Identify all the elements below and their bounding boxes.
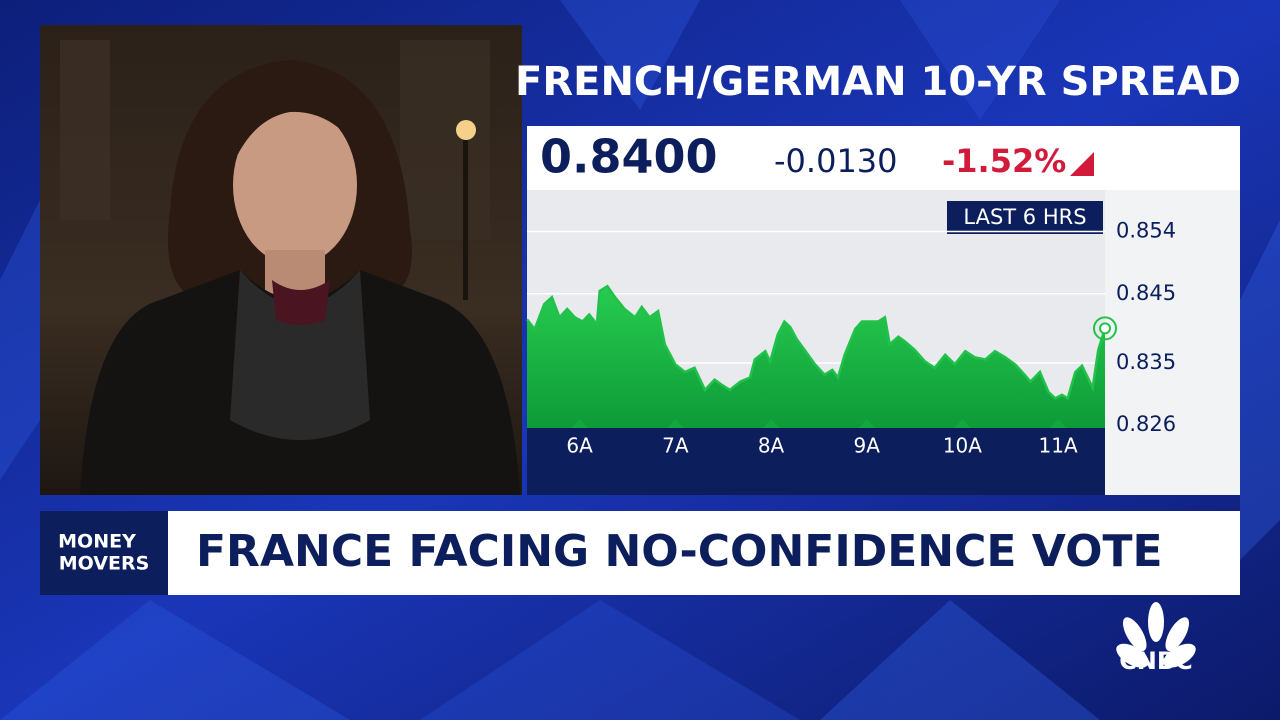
y-tick-label: 0.835 — [1116, 350, 1176, 374]
line — [526, 284, 1107, 401]
change: -0.0130 — [774, 142, 898, 180]
range-badge — [947, 201, 1103, 234]
logo-text: CNBC — [1119, 647, 1193, 675]
x-tick-mark — [763, 419, 780, 428]
change-pct: -1.52% — [942, 142, 1066, 180]
x-tick-label: 7A — [662, 434, 689, 458]
x-tick-mark — [667, 419, 684, 428]
segment-box — [40, 511, 168, 595]
headline-bar — [168, 511, 1240, 595]
chart: 0.854 0.845 0.835 0.826 6A 7A 8A 9A 10A 11A — [526, 219, 1176, 458]
segment-line: MONEY — [58, 531, 136, 553]
change-arrow — [1070, 152, 1094, 176]
segment-line: MOVERS — [59, 553, 150, 575]
y-tick-label: 0.854 — [1116, 219, 1176, 243]
headline: FRANCE FACING NO-CONFIDENCE VOTE — [196, 526, 1163, 577]
x-axis-bar — [527, 428, 1105, 495]
y-axis-panel — [1105, 190, 1240, 495]
x-tick-mark — [1050, 419, 1067, 428]
x-tick-mark — [858, 419, 875, 428]
x-tick-mark — [954, 419, 971, 428]
y-tick-label: 0.826 — [1116, 412, 1176, 436]
area — [527, 286, 1105, 428]
x-tick-label: 6A — [566, 434, 593, 458]
last-point-ring — [1093, 316, 1117, 341]
quote-bar — [527, 126, 1240, 190]
last-value: 0.8400 — [540, 130, 718, 184]
x-tick-label: 9A — [854, 434, 881, 458]
chart-title: FRENCH/GERMAN 10-YR SPREAD — [515, 59, 1241, 105]
x-tick-label: 10A — [943, 434, 982, 458]
y-tick-label: 0.845 — [1116, 281, 1176, 305]
range-label: LAST 6 HRS — [963, 205, 1086, 229]
x-tick-mark — [571, 419, 588, 428]
x-tick-label: 8A — [758, 434, 785, 458]
last-point — [1099, 322, 1111, 335]
logo-peacock — [1116, 602, 1196, 668]
x-tick-label: 11A — [1039, 434, 1078, 458]
video-feed — [40, 25, 522, 495]
